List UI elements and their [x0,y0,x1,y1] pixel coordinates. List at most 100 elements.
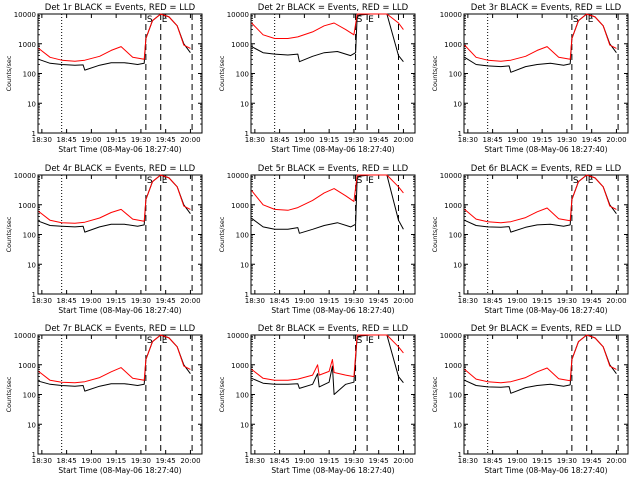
x-axis-label: Start Time (08-May-06 18:27:40) [484,466,607,475]
y-tick-label: 1000 [231,41,249,49]
y-axis-label: Counts/sec [5,216,13,252]
x-tick-label: 19:00 [294,457,314,465]
panel-title: Det 7r BLACK = Events, RED = LLD [45,324,196,334]
y-tick-label: 100 [23,392,36,400]
x-tick-label: 19:30 [344,297,364,305]
lld-series-line [251,174,404,211]
x-axis-label: Start Time (08-May-06 18:27:40) [58,145,181,154]
marker-label: S [357,15,363,25]
marker-label: S [357,176,363,186]
x-tick-label: 19:15 [319,457,339,465]
x-tick-label: 18:30 [245,457,265,465]
x-tick-label: 19:30 [344,136,364,144]
x-tick-label: 19:45 [582,297,602,305]
x-tick-label: 18:30 [32,136,52,144]
x-tick-label: 18:45 [270,297,290,305]
x-tick-label: 18:30 [458,457,478,465]
x-tick-label: 19:45 [156,457,176,465]
x-tick-label: 18:45 [57,297,77,305]
events-series-line [251,334,404,395]
y-tick-label: 10000 [14,172,36,180]
lld-series-line [38,174,191,224]
y-tick-label: 1 [458,130,462,138]
x-tick-label: 18:45 [270,136,290,144]
marker-label: S [147,15,153,25]
y-tick-label: 10 [27,261,36,269]
x-axis-label: Start Time (08-May-06 18:27:40) [484,306,607,315]
x-tick-label: 18:45 [483,457,503,465]
lld-series-line [464,174,617,224]
plot-frame [463,334,629,455]
x-axis-label: Start Time (08-May-06 18:27:40) [271,466,394,475]
x-tick-label: 19:00 [507,297,527,305]
x-axis-label: Start Time (08-May-06 18:27:40) [484,145,607,154]
detector-panel: Det 2r BLACK = Events, RED = LLD 1 10 100 10… [218,3,416,154]
y-tick-label: 1 [32,291,36,299]
marker-label: E [162,176,168,186]
x-tick-label: 18:30 [245,136,265,144]
lld-series-line [38,13,191,62]
panel-title: Det 9r BLACK = Events, RED = LLD [471,324,622,334]
x-tick-label: 20:00 [180,457,200,465]
y-tick-label: 1 [458,451,462,459]
y-tick-label: 10 [453,100,462,108]
x-tick-label: 18:45 [483,136,503,144]
x-tick-label: 19:15 [319,136,339,144]
x-tick-label: 20:00 [606,297,626,305]
events-series-line [38,334,191,392]
x-tick-label: 20:00 [393,457,413,465]
marker-label: E [368,15,374,25]
x-tick-label: 19:45 [369,457,389,465]
y-tick-label: 1 [245,130,249,138]
x-tick-label: 20:00 [606,457,626,465]
y-axis-label: Counts/sec [431,55,439,91]
x-tick-label: 18:45 [57,457,77,465]
detector-panel: Det 8r BLACK = Events, RED = LLD 1 10 100 10… [218,324,416,475]
events-series-line [251,174,404,234]
plot-frame [463,174,629,295]
x-tick-label: 18:45 [57,136,77,144]
panel-title: Det 1r BLACK = Events, RED = LLD [45,3,196,13]
marker-label: E [162,15,168,25]
panel-title: Det 8r BLACK = Events, RED = LLD [258,324,409,334]
y-axis-label: Counts/sec [218,216,226,252]
lld-series-line [464,13,617,62]
lld-series-line [464,334,617,384]
y-tick-label: 100 [236,392,249,400]
y-axis-label: Counts/sec [431,216,439,252]
x-tick-label: 19:15 [532,457,552,465]
lld-series-line [38,334,191,384]
plot-frame [37,334,203,455]
x-tick-label: 20:00 [393,297,413,305]
x-tick-label: 19:00 [294,136,314,144]
panel-title: Det 2r BLACK = Events, RED = LLD [258,3,409,13]
plot-frame [250,174,416,295]
marker-label: E [368,176,374,186]
x-tick-label: 20:00 [606,136,626,144]
y-tick-label: 10000 [440,332,462,340]
detector-panel: Det 5r BLACK = Events, RED = LLD 1 10 100 10… [218,164,416,315]
y-tick-label: 1000 [18,202,36,210]
detector-panel: Det 6r BLACK = Events, RED = LLD 1 10 100 10… [431,164,629,315]
y-tick-label: 100 [236,232,249,240]
marker-label: E [162,336,168,346]
x-tick-label: 18:30 [32,457,52,465]
x-tick-label: 19:15 [106,297,126,305]
x-tick-label: 19:15 [532,136,552,144]
x-tick-label: 19:30 [131,136,151,144]
y-tick-label: 10000 [227,332,249,340]
x-tick-label: 19:00 [81,457,101,465]
x-tick-label: 19:30 [557,297,577,305]
plot-frame [250,334,416,455]
y-tick-label: 1 [32,130,36,138]
x-axis-label: Start Time (08-May-06 18:27:40) [58,466,181,475]
x-tick-label: 19:45 [156,136,176,144]
events-series-line [251,13,404,63]
y-axis-label: Counts/sec [218,55,226,91]
x-axis-label: Start Time (08-May-06 18:27:40) [58,306,181,315]
y-tick-label: 1000 [18,41,36,49]
detector-panel: Det 9r BLACK = Events, RED = LLD 1 10 100 10… [431,324,629,475]
y-axis-label: Counts/sec [5,376,13,412]
x-tick-label: 20:00 [393,136,413,144]
y-tick-label: 100 [236,71,249,79]
